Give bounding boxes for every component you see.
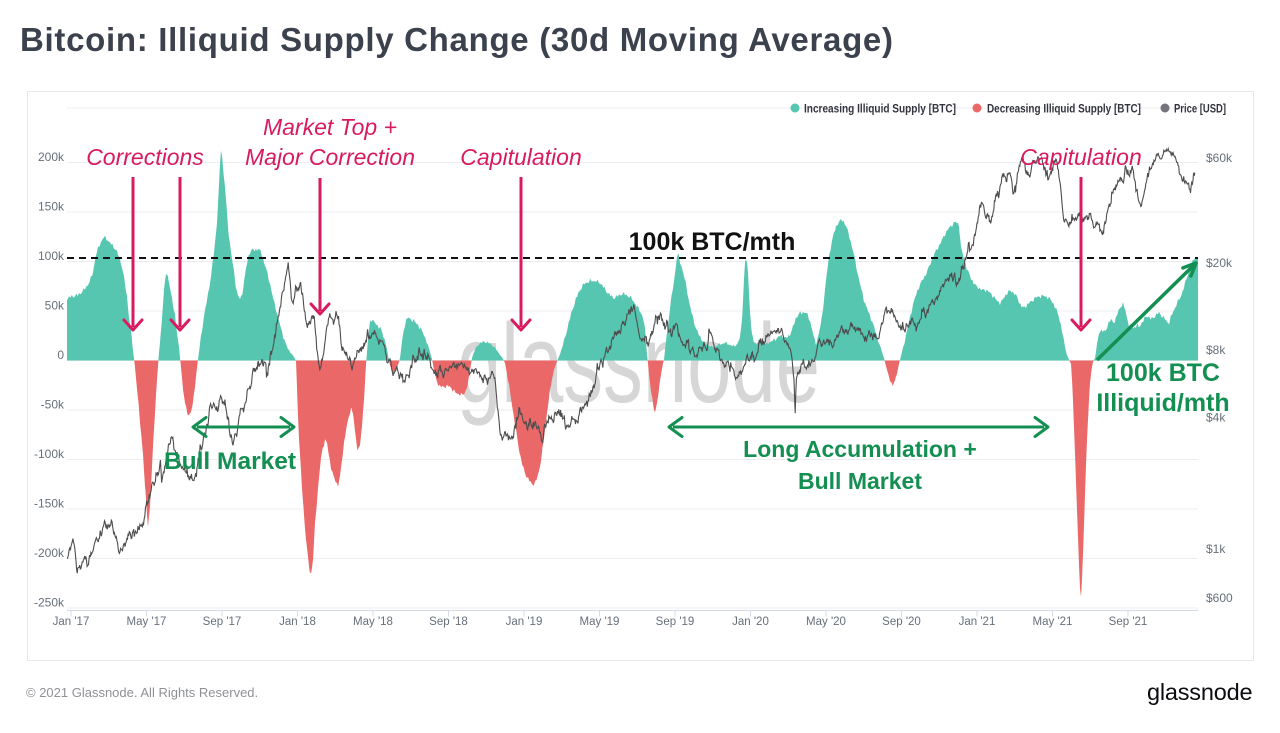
svg-text:Jan '21: Jan '21	[959, 616, 996, 628]
svg-text:Market Top +: Market Top +	[263, 114, 397, 140]
svg-text:-50k: -50k	[41, 398, 65, 412]
svg-text:May '21: May '21	[1033, 616, 1073, 628]
svg-text:May '20: May '20	[806, 616, 846, 628]
svg-text:$20k: $20k	[1206, 256, 1233, 270]
svg-text:-150k: -150k	[34, 497, 65, 511]
svg-text:0: 0	[57, 348, 64, 362]
svg-text:Sep '20: Sep '20	[882, 616, 921, 628]
svg-text:50k: 50k	[45, 299, 65, 313]
svg-text:Bull Market: Bull Market	[798, 468, 922, 494]
svg-text:Capitulation: Capitulation	[460, 144, 581, 170]
svg-text:-250k: -250k	[34, 596, 65, 610]
svg-text:-200k: -200k	[34, 546, 65, 560]
svg-text:200k: 200k	[38, 150, 65, 164]
svg-text:$1k: $1k	[1206, 542, 1226, 556]
svg-text:100k BTC/mth: 100k BTC/mth	[629, 228, 796, 256]
svg-text:May '17: May '17	[127, 616, 167, 628]
svg-text:Illiquid/mth: Illiquid/mth	[1096, 389, 1229, 417]
svg-text:100k BTC: 100k BTC	[1106, 359, 1220, 387]
svg-text:Jan '17: Jan '17	[53, 616, 90, 628]
svg-text:Sep '18: Sep '18	[429, 616, 468, 628]
svg-text:$8k: $8k	[1206, 343, 1226, 357]
svg-text:Increasing Illiquid Supply [BT: Increasing Illiquid Supply [BTC]	[804, 102, 956, 116]
svg-text:$600: $600	[1206, 591, 1233, 605]
svg-text:Long Accumulation +: Long Accumulation +	[743, 436, 977, 462]
svg-text:Capitulation: Capitulation	[1020, 144, 1141, 170]
svg-text:-100k: -100k	[34, 447, 65, 461]
svg-text:Sep '21: Sep '21	[1109, 616, 1148, 628]
svg-text:May '18: May '18	[353, 616, 393, 628]
svg-text:Sep '17: Sep '17	[203, 616, 242, 628]
svg-text:100k: 100k	[38, 249, 65, 263]
svg-text:Price [USD]: Price [USD]	[1174, 102, 1226, 116]
svg-text:Bull Market: Bull Market	[164, 448, 296, 475]
svg-text:Sep '19: Sep '19	[656, 616, 695, 628]
svg-text:Decreasing Illiquid Supply [BT: Decreasing Illiquid Supply [BTC]	[987, 102, 1141, 116]
svg-text:Corrections: Corrections	[86, 144, 204, 170]
svg-text:Jan '20: Jan '20	[732, 616, 769, 628]
svg-text:May '19: May '19	[580, 616, 620, 628]
svg-text:$60k: $60k	[1206, 151, 1233, 165]
svg-text:Jan '18: Jan '18	[279, 616, 316, 628]
svg-text:150k: 150k	[38, 200, 65, 214]
svg-text:Jan '19: Jan '19	[506, 616, 543, 628]
svg-text:Major Correction: Major Correction	[245, 144, 415, 170]
svg-text:$4k: $4k	[1206, 411, 1226, 425]
